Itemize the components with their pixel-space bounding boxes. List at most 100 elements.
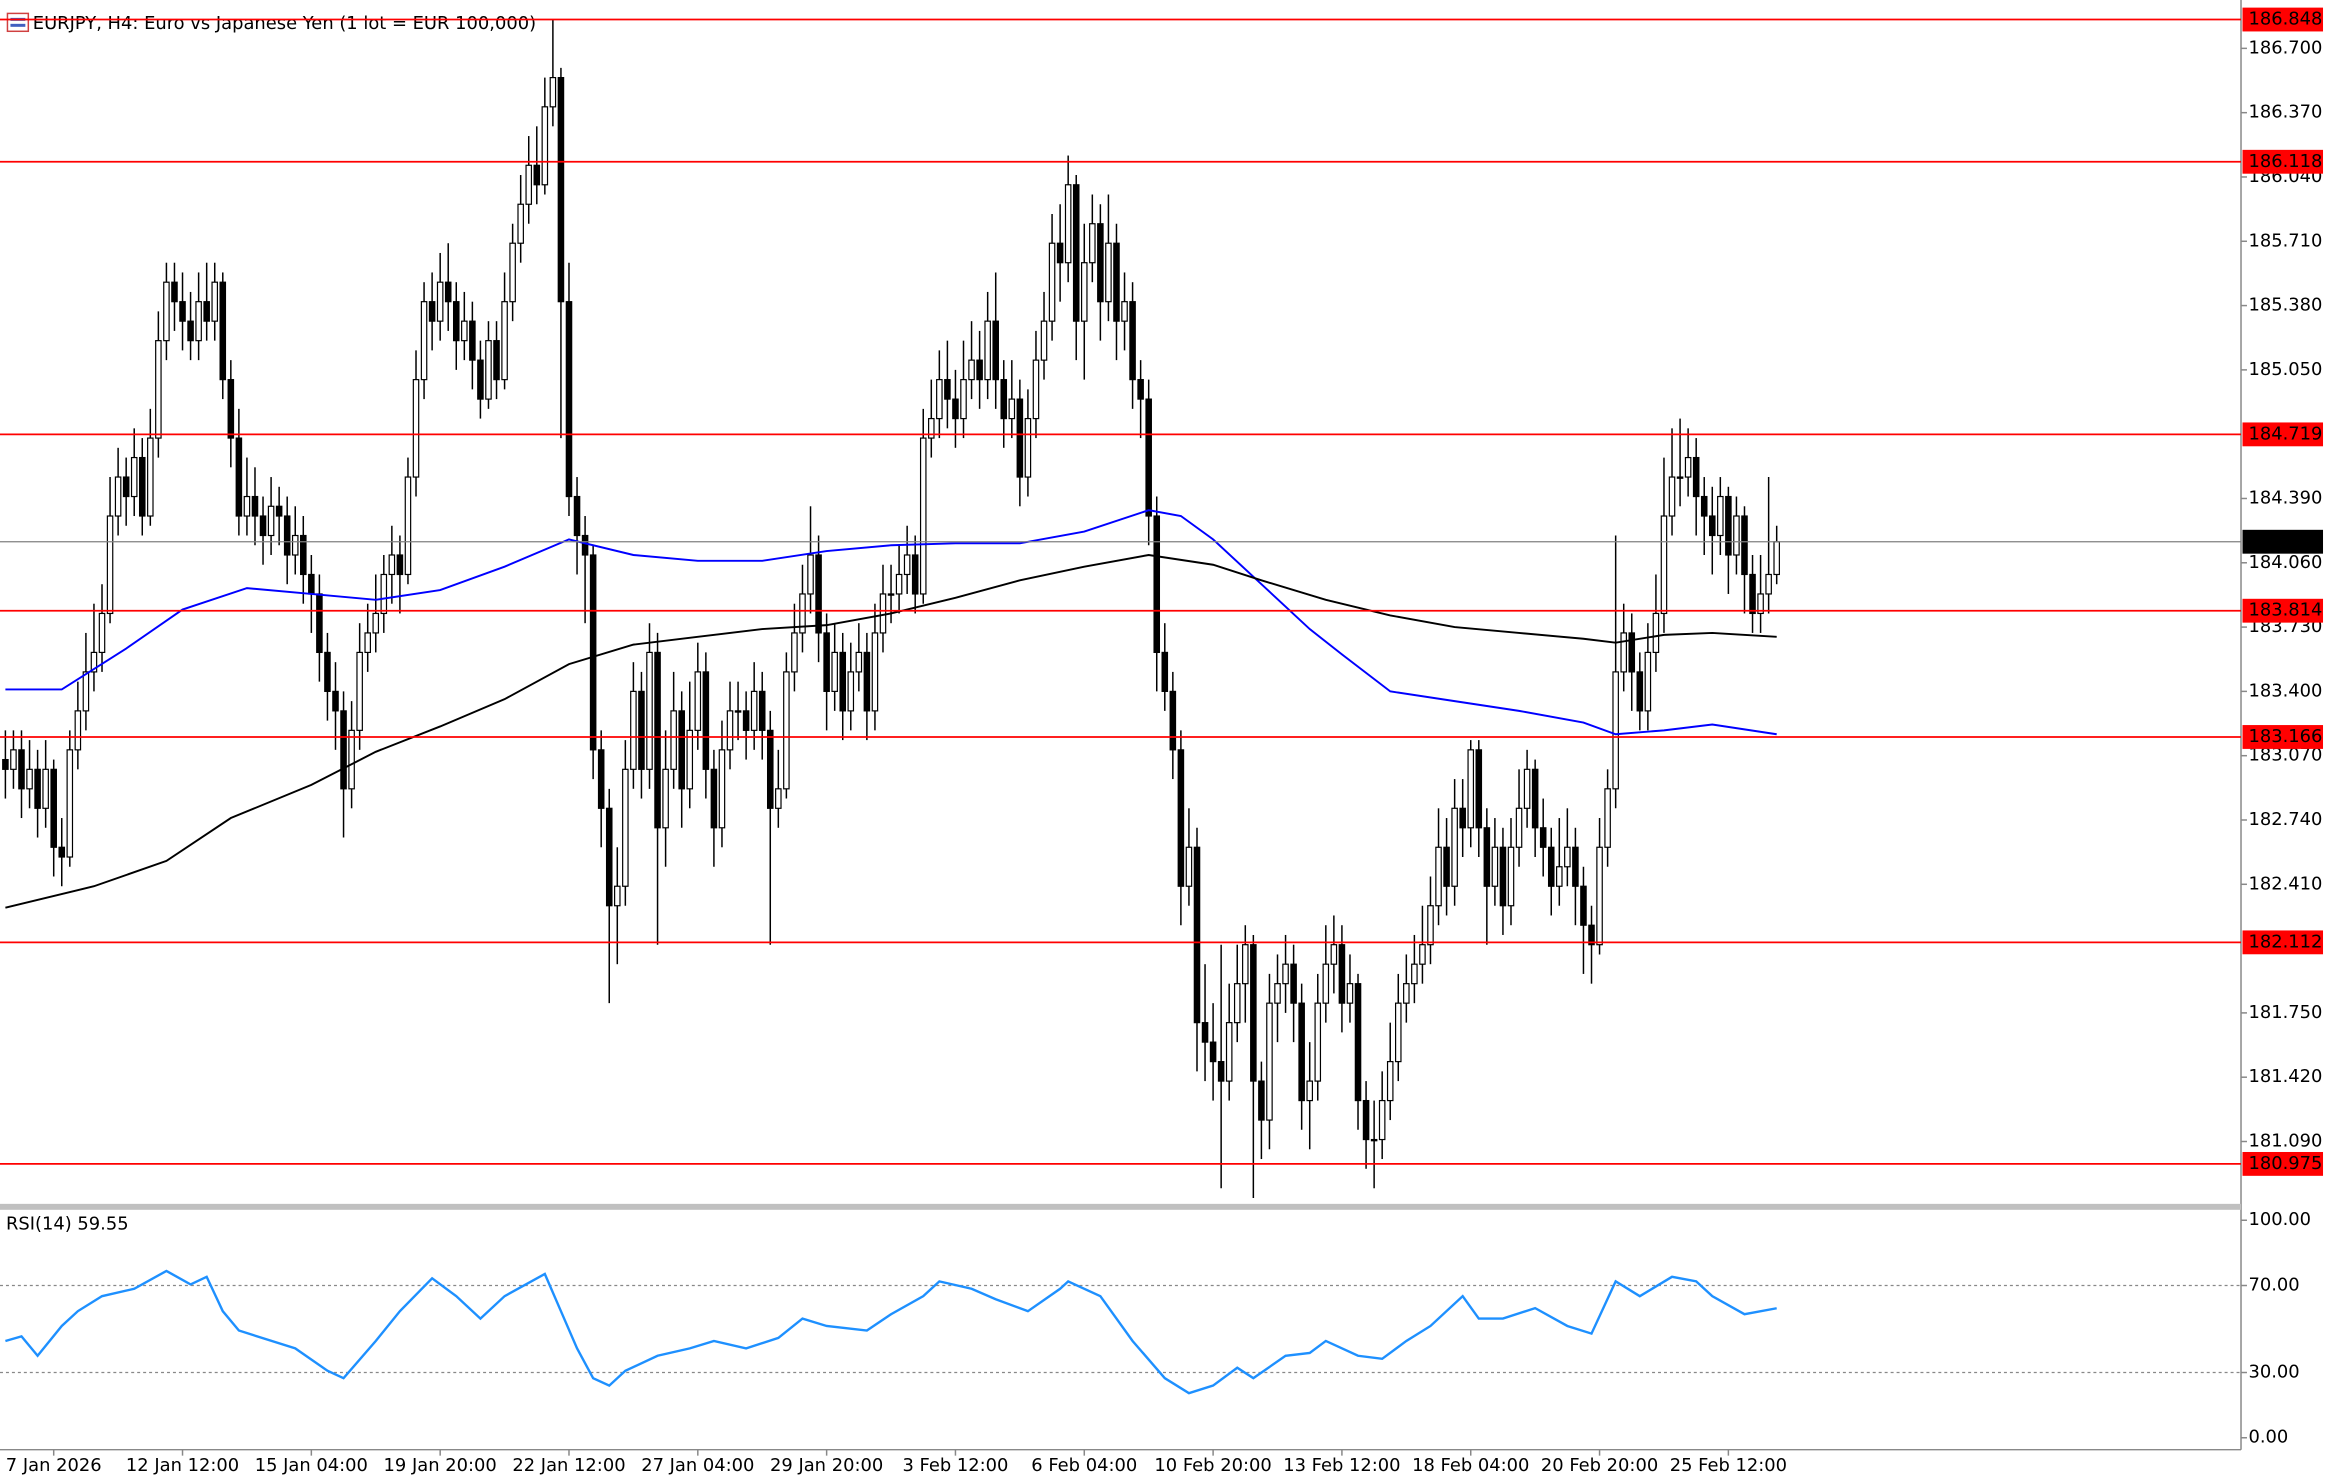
candle-body [130,456,138,498]
candle-body [1507,846,1515,907]
y-tick-label: 184.390 [2248,487,2322,508]
candle-body [316,593,323,654]
candle-body [324,651,331,692]
rsi-line [5,1269,1777,1395]
candle-body [106,515,114,615]
candle-body [614,885,621,907]
candle-body [291,534,299,556]
y-tick-label: 185.050 [2248,359,2322,380]
candle-body [308,573,315,595]
candle-body [74,710,82,751]
candle-body [485,340,492,400]
candle-body [855,651,863,673]
candle-body [581,534,589,556]
candle-body [839,651,847,712]
candle-body [1596,846,1603,946]
candle-body [444,281,452,303]
candle-body [1749,573,1756,615]
level-label: 186.848 [2248,9,2322,30]
candle-body [1105,242,1112,303]
candle-body [1628,632,1636,673]
candle-body [1089,223,1096,264]
candle-body [1354,983,1362,1102]
candle-body [195,301,202,342]
candle-body [1394,1002,1402,1063]
candle-body [1668,476,1676,517]
candle-body [509,242,516,303]
candle-body [1644,651,1652,712]
candle-body [1708,515,1716,537]
candle-body [1467,749,1475,829]
candle-body [2,758,9,770]
candle-body [670,710,677,770]
level-label-box [2242,7,2324,32]
candle-body [300,534,307,576]
candle-body [1330,944,1338,965]
candle-body [179,301,186,322]
candle-body [1564,846,1571,868]
candle-body [138,456,146,517]
candle-body [1016,398,1024,478]
level-label: 186.118 [2248,151,2322,172]
candle-body [847,671,855,712]
candle-body [863,651,871,712]
candle-body [82,671,90,712]
candle-body [1572,846,1579,887]
last-price-box [2242,529,2324,554]
candle-body [1531,768,1539,829]
y-tick-label: 185.380 [2248,295,2322,316]
candle-body [1298,1002,1305,1102]
candle-body [589,554,597,751]
candle-body [1443,846,1450,887]
candle-body [90,651,98,673]
candle-body [1266,1002,1273,1121]
candle-body [1121,301,1128,322]
candle-body [1580,885,1587,926]
candle-body [1556,866,1563,887]
candle-body [1403,983,1410,1004]
x-tick-label: 22 Jan 12:00 [512,1455,625,1476]
candle-body [1612,671,1619,790]
candle-body [911,554,919,595]
candle-body [259,515,267,537]
y-tick-label: 182.740 [2248,809,2322,830]
candle-body [1250,944,1257,1082]
candle-body [396,554,404,576]
candle-body [573,495,581,537]
candle-body [807,554,814,595]
candle-body [283,515,291,556]
candle-body [944,379,951,400]
candle-body [775,788,782,809]
candle-body [654,651,661,829]
candle-body [1201,1022,1209,1043]
candle-body [1660,515,1668,615]
candle-body [799,593,806,634]
candle-body [356,651,363,731]
level-label: 180.975 [2248,1153,2322,1174]
candle-body [686,729,694,790]
symbol-icon [6,12,30,33]
candle-body [1692,456,1700,498]
candle-body [694,671,702,731]
candle-body [1765,573,1772,595]
candle-body [1419,944,1426,965]
candle-body [936,379,943,420]
candle-body [1346,983,1354,1004]
candle-body [171,281,178,303]
candle-body [1185,846,1193,887]
candle-body [630,690,637,770]
candle-body [1475,749,1483,829]
candle-body [1056,242,1064,264]
y-tick-label: 183.070 [2248,745,2322,766]
candle-body [275,505,283,517]
candle-body [211,281,219,322]
candle-body [1620,632,1627,673]
candle-body [1725,495,1732,556]
candle-body [364,632,371,654]
chart-title: EURJPY, H4: Euro vs Japanese Yen (1 lot … [33,13,536,34]
candle-body [919,437,927,595]
candle-body [1008,398,1016,420]
candle-body [1676,476,1684,479]
